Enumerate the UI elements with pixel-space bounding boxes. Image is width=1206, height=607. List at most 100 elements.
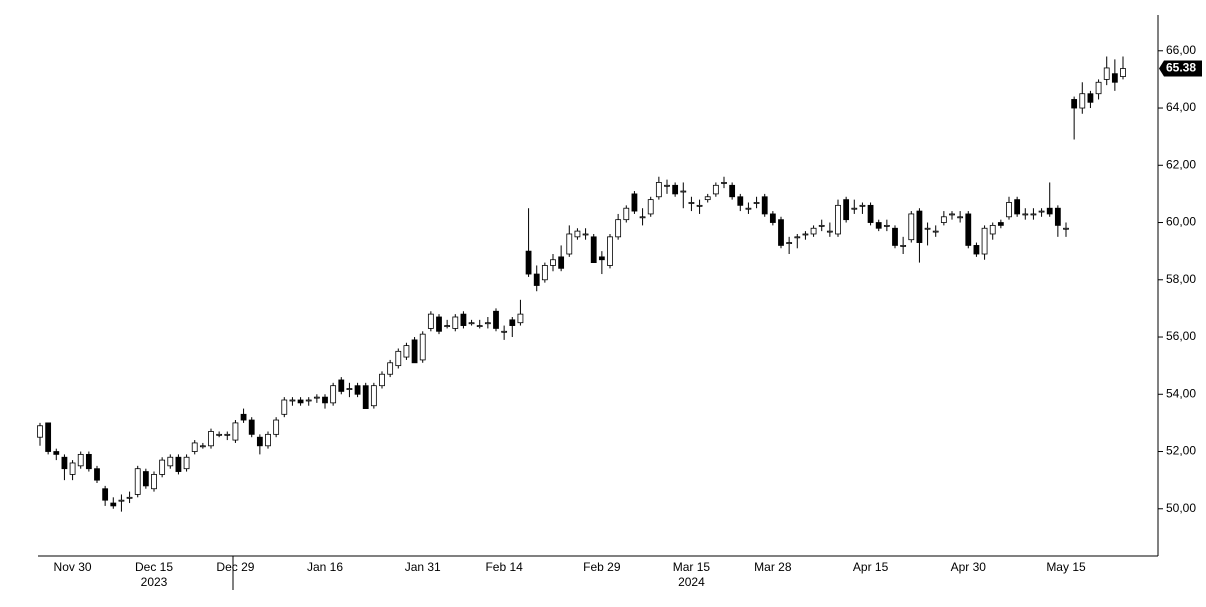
candle-body xyxy=(1079,93,1086,109)
y-tick-label: 62,00 xyxy=(1166,157,1196,171)
x-tick-label: Jan 16 xyxy=(307,560,343,574)
candle-body xyxy=(1071,99,1078,109)
candle-body xyxy=(753,202,760,204)
x-tick-label: Nov 30 xyxy=(54,560,92,574)
candle-body xyxy=(786,242,793,244)
y-tick-label: 50,00 xyxy=(1166,501,1196,515)
candle-body xyxy=(533,273,540,286)
candle-body xyxy=(835,204,841,235)
candle-body xyxy=(484,322,491,325)
candle-body xyxy=(1063,227,1069,230)
candle-body xyxy=(664,184,670,187)
candle-body xyxy=(843,199,850,221)
candle-body xyxy=(761,196,768,215)
candle-body xyxy=(118,499,125,502)
candle-body xyxy=(574,230,581,238)
candle-body xyxy=(452,316,459,329)
candle-body xyxy=(77,453,84,467)
candle-body xyxy=(900,245,907,247)
x-tick-label: Dec 15 xyxy=(135,560,173,574)
candle-body xyxy=(191,442,198,452)
candle-body xyxy=(1006,202,1012,218)
candle-body xyxy=(647,199,654,215)
candle-body xyxy=(403,345,410,358)
candle-body xyxy=(395,350,402,367)
candle-body xyxy=(183,456,190,470)
candle-body xyxy=(265,433,271,447)
candle-body xyxy=(745,207,752,210)
candle-body xyxy=(94,468,100,481)
candle-body xyxy=(85,453,92,470)
candle-body xyxy=(289,399,296,402)
candle-body xyxy=(883,224,890,227)
candle-body xyxy=(1111,73,1118,83)
candle-body xyxy=(598,256,605,261)
candle-body xyxy=(134,468,141,495)
candle-body xyxy=(981,227,988,255)
candle-body xyxy=(159,459,166,475)
candle-body xyxy=(411,339,418,364)
candle-body xyxy=(517,313,524,324)
candle-body xyxy=(525,250,532,275)
year-label: 2023 xyxy=(141,575,168,589)
candle-body xyxy=(582,233,589,236)
candle-body xyxy=(493,310,499,329)
candle-body xyxy=(69,462,76,475)
candle-body xyxy=(940,216,947,223)
candle-body xyxy=(1087,93,1094,103)
candle-body xyxy=(778,219,784,246)
y-tick-label: 64,00 xyxy=(1166,100,1196,114)
y-tick-label: 52,00 xyxy=(1166,444,1196,458)
candle-body xyxy=(354,385,361,395)
candle-body xyxy=(313,396,320,399)
candle-body xyxy=(973,245,980,255)
candle-body xyxy=(1014,199,1021,215)
candle-body xyxy=(126,496,133,499)
year-label: 2024 xyxy=(678,575,705,589)
candle-body xyxy=(240,413,247,421)
x-tick-label: Apr 30 xyxy=(951,560,987,574)
candle-body xyxy=(322,396,328,404)
x-tick-label: Dec 29 xyxy=(216,560,254,574)
candle-body xyxy=(1054,207,1061,226)
x-tick-label: Jan 31 xyxy=(405,560,441,574)
candle-body xyxy=(379,373,385,387)
candle-body xyxy=(45,422,52,452)
candle-body xyxy=(875,222,882,229)
candle-body xyxy=(672,184,679,195)
candle-body xyxy=(550,259,556,266)
candle-body xyxy=(737,196,744,206)
candle-body xyxy=(362,385,369,409)
candle-body xyxy=(965,213,972,246)
candle-body xyxy=(346,388,353,390)
candle-body xyxy=(590,236,597,264)
candle-body xyxy=(330,385,337,404)
candle-body xyxy=(338,379,345,392)
candle-body xyxy=(387,362,394,375)
candle-body xyxy=(224,433,231,436)
candle-body xyxy=(712,184,719,195)
candle-body xyxy=(436,316,442,332)
candle-body xyxy=(370,385,377,407)
candle-body xyxy=(175,456,182,472)
candle-body xyxy=(826,230,833,233)
candle-body xyxy=(297,399,304,404)
candle-body xyxy=(541,265,548,281)
last-price-label: 65.38 xyxy=(1166,61,1196,75)
candle-body xyxy=(916,210,923,243)
candle-body xyxy=(769,213,776,223)
candle-body xyxy=(851,207,858,210)
candle-body xyxy=(509,319,516,326)
candle-body xyxy=(623,207,630,221)
x-tick-label: Mar 15 xyxy=(673,560,711,574)
candle-body xyxy=(444,325,451,327)
candle-body xyxy=(216,433,223,436)
candle-body xyxy=(655,182,662,198)
candle-body xyxy=(199,445,206,448)
y-tick-label: 54,00 xyxy=(1166,386,1196,400)
candle-body xyxy=(680,190,687,193)
candle-body xyxy=(142,471,149,487)
candle-body xyxy=(696,204,703,207)
